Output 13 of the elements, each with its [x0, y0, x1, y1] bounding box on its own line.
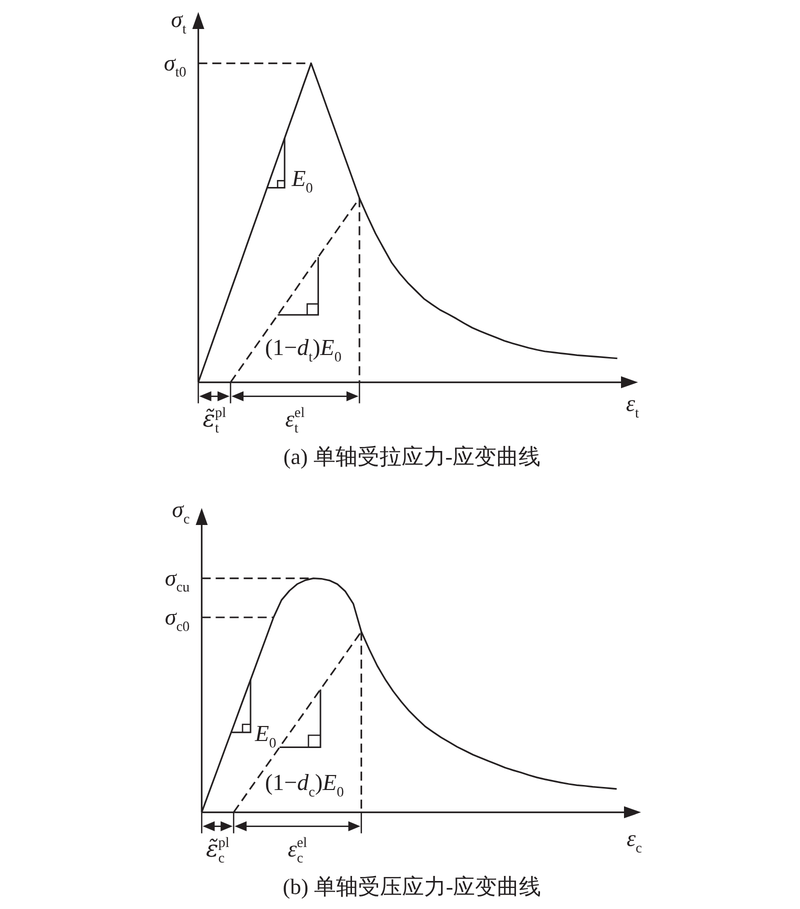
annotation: E$_{0}$ [254, 721, 276, 752]
text: (b) 单轴受压应力-应变曲线 [282, 874, 542, 899]
y-axis-title: σ$_{t}$ [170, 7, 186, 38]
text: σ$_{cu}$ [164, 565, 190, 596]
annotation: (1−d$_{c}$)E$_{0}$ [265, 770, 344, 800]
x-axis-title: ε$_{c}$ [626, 826, 642, 856]
x-axis-title: ε$_{t}$ [626, 391, 640, 422]
annotation: E$_{0}$ [290, 166, 313, 196]
y-axis-title: σ$_{c}$ [172, 497, 190, 528]
text: σ$_{c0}$ [164, 604, 190, 635]
text: (a) 单轴受拉应力-应变曲线 [283, 444, 541, 469]
annotation: (1−d$_{t}$)E$_{0}$ [265, 335, 342, 366]
text: σ$_{t0}$ [164, 50, 186, 81]
